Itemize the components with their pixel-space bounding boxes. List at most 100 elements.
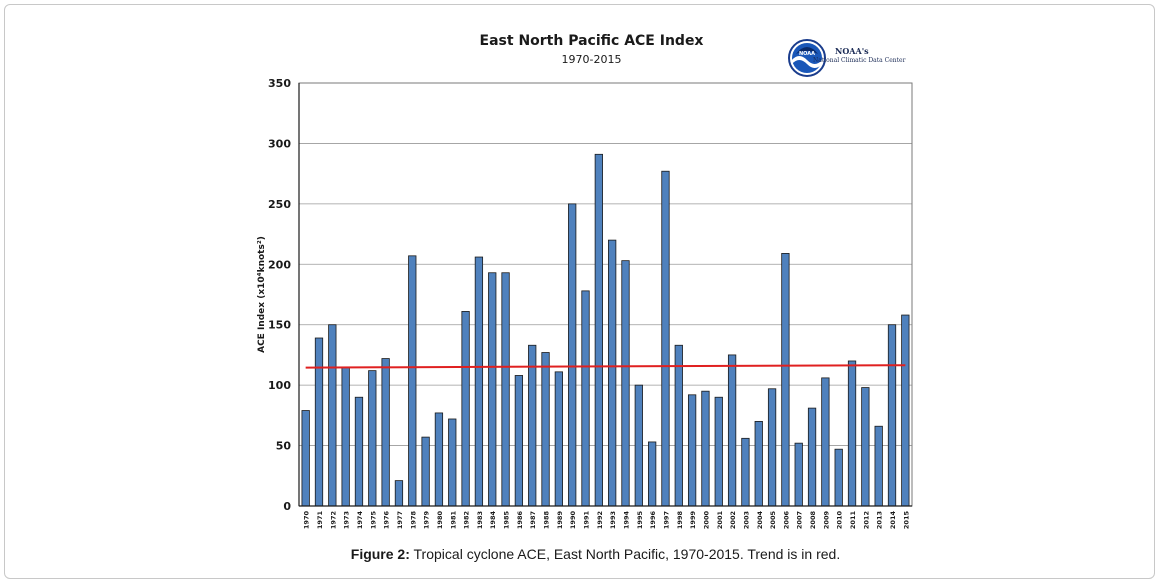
- x-tick-label: 1971: [316, 511, 324, 530]
- x-tick-label: 1972: [329, 511, 337, 529]
- y-tick-label: 150: [268, 319, 291, 332]
- x-tick-label: 1993: [609, 511, 617, 529]
- bar-2010: [834, 448, 843, 507]
- x-tick-label: 1994: [622, 511, 630, 530]
- x-tick-label: 1979: [423, 511, 431, 530]
- x-tick-label: 1976: [383, 511, 391, 530]
- x-tick-label: 1981: [449, 511, 457, 530]
- x-tick-label: 1998: [676, 511, 684, 530]
- bars: [301, 153, 910, 507]
- bar-2013: [874, 425, 883, 507]
- bar-2002: [727, 354, 737, 507]
- y-tick-label: 200: [268, 258, 291, 271]
- x-tick-label: 2009: [822, 511, 830, 530]
- bar-1991: [581, 290, 590, 507]
- bar-2012: [861, 387, 870, 507]
- x-tick-label: 2011: [849, 511, 857, 530]
- figure-frame: [4, 4, 1155, 579]
- x-tick-label: 2012: [862, 511, 870, 529]
- x-tick-label: 1974: [356, 511, 364, 530]
- bar-1997: [661, 170, 670, 507]
- bar-2000: [701, 390, 710, 507]
- bar-2003: [741, 437, 750, 507]
- logo-line1: NOAA's: [835, 46, 869, 56]
- bar-2014: [887, 324, 897, 507]
- x-tick-label: 1987: [529, 511, 537, 529]
- caption-label: Figure 2:: [350, 546, 410, 562]
- y-tick-labels: 0 50 100 150 200 250 300 350: [268, 77, 291, 513]
- plot-area-border: [298, 82, 913, 507]
- x-tick-label: 1970: [303, 511, 311, 530]
- x-tick-label: 2010: [836, 511, 844, 530]
- y-tick-label: 350: [268, 77, 291, 90]
- x-tick-label: 2007: [796, 511, 804, 529]
- x-tick-label: 2001: [716, 511, 724, 530]
- y-tick-label: 300: [268, 137, 291, 150]
- x-tick-label: 2014: [889, 511, 897, 530]
- x-tick-label: 2015: [902, 511, 910, 530]
- bar-1982: [461, 311, 470, 507]
- x-tick-label: 2005: [769, 511, 777, 530]
- y-tick-label: 50: [276, 440, 292, 453]
- x-tick-label: 1992: [596, 511, 604, 529]
- x-tick-label: 1980: [436, 511, 444, 530]
- bar-1987: [528, 344, 537, 507]
- bar-1994: [621, 260, 630, 507]
- bar-1996: [648, 441, 657, 507]
- x-tick-label: 1985: [503, 511, 511, 530]
- bar-1976: [381, 358, 390, 507]
- bar-2005: [767, 388, 777, 507]
- bar-1992: [594, 153, 603, 507]
- bar-1990: [568, 203, 577, 507]
- y-axis-label: ACE Index (x10⁴knots²): [257, 236, 267, 353]
- y-tick-label: 0: [283, 500, 291, 513]
- figure-caption: Figure 2: Tropical cyclone ACE, East Nor…: [0, 546, 1161, 562]
- x-tick-label: 2004: [756, 511, 764, 530]
- gridlines: [299, 82, 912, 446]
- x-tick-label: 1973: [343, 511, 351, 529]
- x-tick-label: 2013: [876, 511, 884, 529]
- x-tick-label: 1977: [396, 511, 404, 529]
- noaa-emblem-icon: NOAA: [788, 39, 826, 77]
- bar-1975: [368, 370, 377, 507]
- x-tick-label: 1984: [489, 511, 497, 530]
- bar-2006: [781, 253, 790, 507]
- bar-1988: [541, 352, 550, 507]
- bar-1984: [488, 272, 497, 507]
- x-tick-label: 1988: [543, 511, 551, 530]
- x-tick-label: 1996: [649, 511, 657, 530]
- bar-1999: [687, 394, 697, 507]
- x-tick-label: 1990: [569, 511, 577, 530]
- x-tick-label: 2006: [782, 511, 790, 530]
- x-tick-label: 1975: [369, 511, 377, 530]
- bar-2009: [821, 377, 830, 507]
- bar-1979: [421, 436, 430, 507]
- bar-2008: [807, 407, 817, 507]
- caption-text: Tropical cyclone ACE, East North Pacific…: [409, 546, 841, 562]
- bar-2007: [794, 442, 803, 507]
- logo-line2: National Climatic Data Center: [813, 57, 906, 64]
- bar-2011: [847, 360, 857, 507]
- x-tick-label: 1986: [516, 511, 524, 530]
- y-tick-label: 250: [268, 198, 291, 211]
- chart-subtitle: 1970-2015: [561, 53, 622, 66]
- bar-1989: [554, 371, 563, 507]
- x-tick-label: 2002: [729, 511, 737, 529]
- trend: [305, 364, 906, 369]
- bar-1980: [434, 412, 444, 507]
- bar-1998: [674, 344, 683, 507]
- x-tick-label: 1978: [409, 511, 417, 530]
- noaa-badge-text: NOAA: [799, 51, 815, 57]
- bar-2001: [714, 396, 723, 507]
- x-tick-labels: 1970 1971 1972 1973 1974 1975 1976 1977 1978 1979…: [303, 511, 911, 530]
- x-tick-label: 1991: [583, 511, 591, 530]
- bar-1995: [634, 384, 643, 507]
- x-tick-label: 1982: [463, 511, 471, 529]
- noaa-logo: NOAA NOAA's National Climatic Data Cente…: [787, 38, 907, 78]
- bar-2015: [901, 314, 910, 507]
- bar-1985: [501, 272, 510, 507]
- x-tick-label: 1983: [476, 511, 484, 529]
- x-tick-label: 1995: [636, 511, 644, 530]
- x-tick-label: 2003: [742, 511, 750, 529]
